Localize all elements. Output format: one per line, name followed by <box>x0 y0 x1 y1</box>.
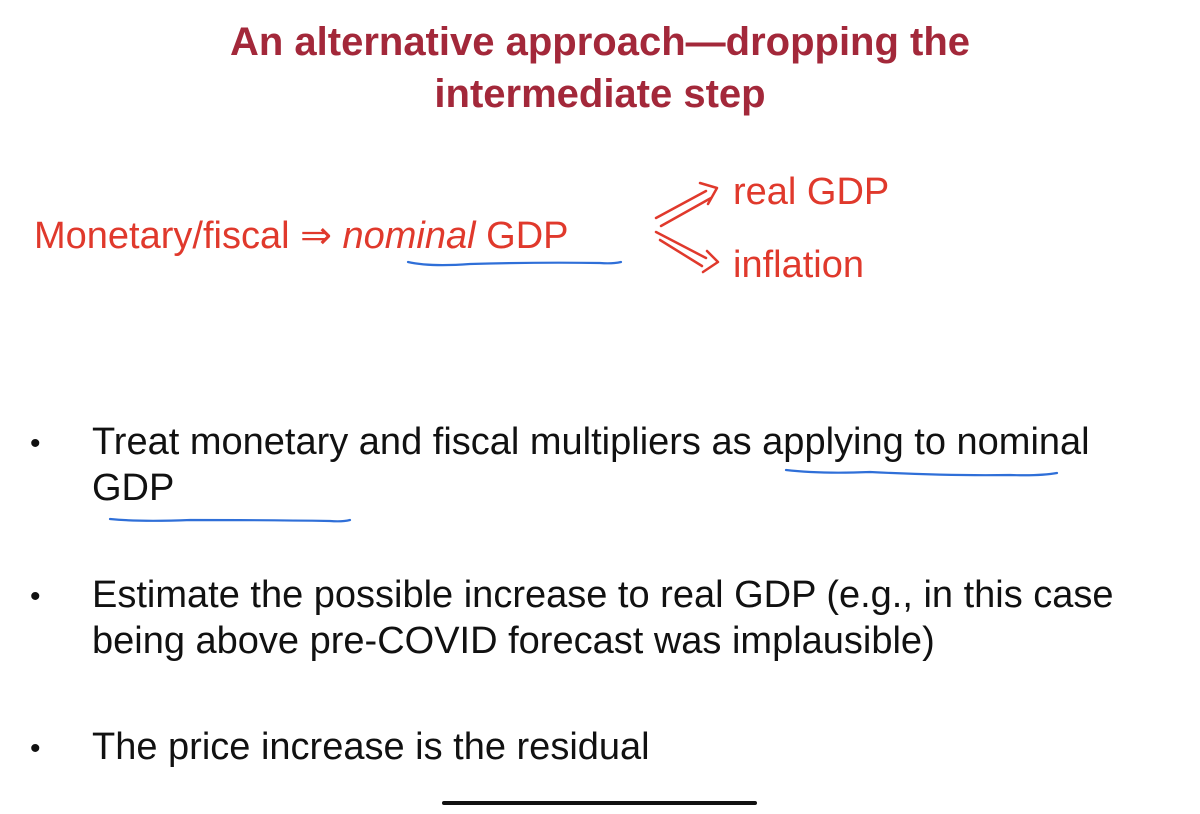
bullet-text: Treat monetary and fiscal multipliers as… <box>92 421 1090 509</box>
flow-nominal: nominal <box>342 215 476 257</box>
flow-output-inflation: inflation <box>733 244 864 286</box>
flow-diagram: Monetary/fiscal ⇒ nominal GDP real GDP i… <box>0 0 1200 300</box>
bullet-text: Estimate the possible increase to real G… <box>92 574 1114 662</box>
bullet-text: The price increase is the residual <box>92 726 650 768</box>
bullet-dot: • <box>30 732 41 765</box>
underline-nominal-gdp-bullet <box>108 517 352 523</box>
slide-title-line-2: intermediate step <box>434 72 766 116</box>
flow-gdp: GDP <box>475 215 569 257</box>
slide-title-line-1: An alternative approach—dropping the <box>229 20 971 64</box>
bullet-dot: • <box>30 580 41 613</box>
flow-output-real-gdp: real GDP <box>733 171 890 213</box>
flow-prefix: Monetary/fiscal ⇒ <box>34 215 343 257</box>
flow-source: Monetary/fiscal ⇒ nominal GDP <box>34 214 568 258</box>
bullet-dot: • <box>30 427 41 460</box>
slide-title: An alternative approach—dropping the int… <box>0 16 1200 120</box>
